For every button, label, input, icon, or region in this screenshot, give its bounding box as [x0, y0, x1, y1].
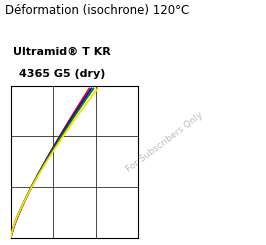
Text: Déformation (isochrone) 120°C: Déformation (isochrone) 120°C: [5, 4, 190, 17]
Text: 4365 G5 (dry): 4365 G5 (dry): [19, 69, 105, 79]
Text: Ultramid® T KR: Ultramid® T KR: [13, 47, 111, 57]
Text: For Subscribers Only: For Subscribers Only: [125, 110, 205, 174]
